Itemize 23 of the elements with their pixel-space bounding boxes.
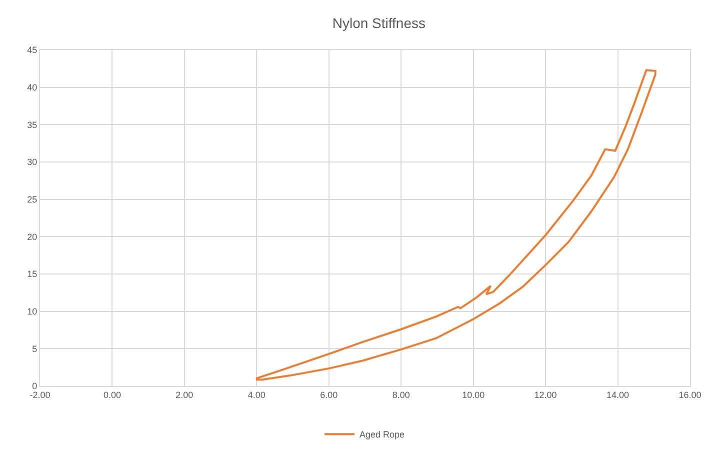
y-tick-label: 20	[27, 232, 38, 242]
x-tick-label: 4.00	[248, 390, 266, 400]
x-tick-label: 2.00	[176, 390, 194, 400]
x-tick-label: 10.00	[462, 390, 485, 400]
y-tick-label: 0	[32, 381, 38, 392]
chart-title: Nylon Stiffness	[332, 15, 426, 32]
x-tick-label: 8.00	[392, 390, 410, 400]
y-tick-label: 40	[27, 82, 38, 92]
y-tick-label: 25	[27, 194, 38, 204]
x-tick-label: 6.00	[320, 390, 338, 400]
x-tick-label: 16.00	[678, 390, 702, 400]
x-tick-label: 0.00	[103, 390, 121, 400]
line-series	[254, 69, 656, 381]
y-tick-label: 10	[27, 306, 38, 316]
y-tick-label: 45	[27, 45, 38, 56]
y-tick-label: 15	[27, 269, 38, 280]
legend-label: Aged Rope	[360, 430, 405, 440]
x-tick-label: 14.00	[606, 390, 630, 400]
y-tick-label: 5	[32, 344, 38, 354]
y-tick-label: 30	[27, 157, 38, 168]
y-tick-label: 35	[27, 120, 38, 130]
x-tick-label: 12.00	[534, 390, 557, 400]
x-tick-label: -2.00	[30, 390, 50, 400]
